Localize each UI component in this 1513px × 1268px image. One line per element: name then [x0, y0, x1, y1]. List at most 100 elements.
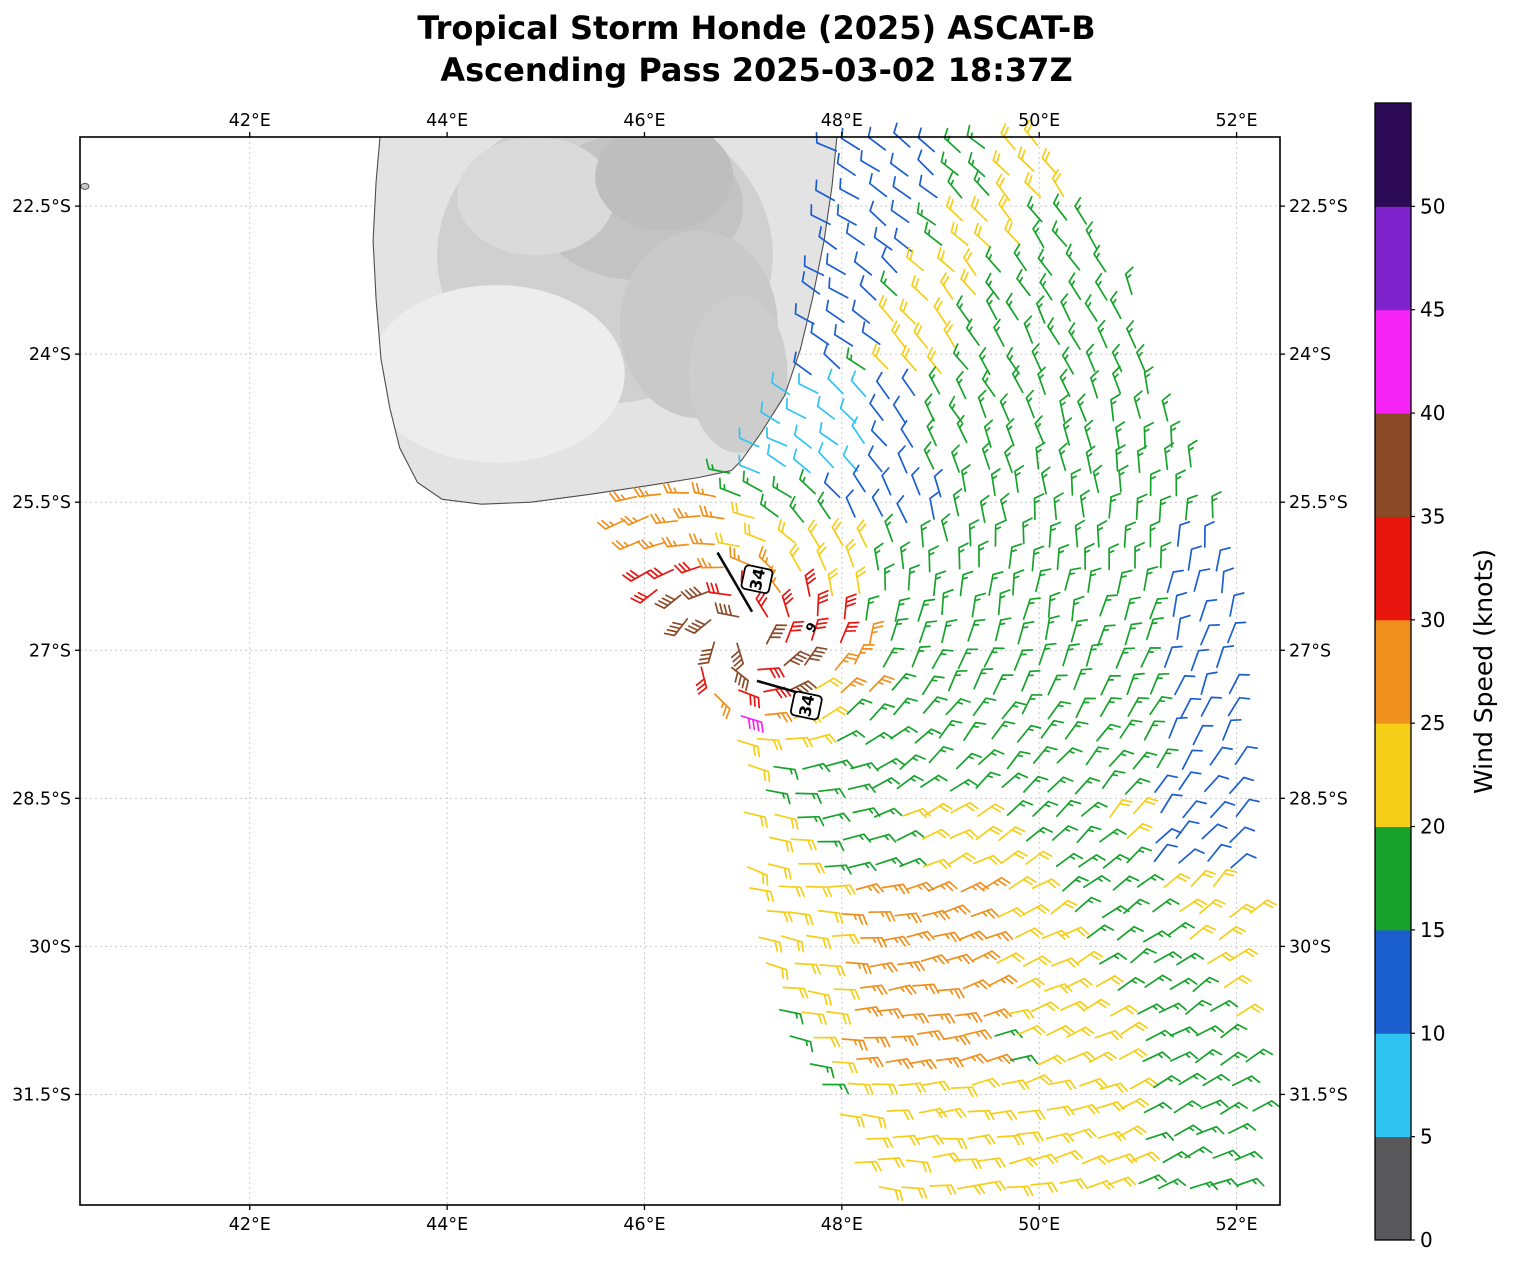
wind-barb [1228, 673, 1250, 695]
wind-barb [1021, 904, 1050, 916]
wind-barb [805, 885, 833, 898]
wind-barb [916, 1029, 945, 1041]
wind-barb [914, 728, 942, 744]
wind-barb [850, 370, 867, 398]
wind-barb [630, 589, 658, 604]
wind-barb [1203, 774, 1230, 793]
wind-barb [1051, 169, 1065, 198]
wind-barb [792, 448, 811, 474]
wind-radius-leader-line [716, 551, 754, 613]
wind-barb [1051, 957, 1080, 968]
wind-barb [924, 802, 953, 816]
wind-barb [968, 519, 980, 547]
wind-barb [970, 908, 1000, 919]
x-tick-label-bottom: 52°E [1216, 1215, 1258, 1235]
wind-barb [1030, 1001, 1060, 1013]
wind-barb [1099, 1082, 1128, 1093]
wind-barb [917, 127, 936, 153]
wind-barb [760, 493, 779, 518]
wind-barb [1073, 668, 1093, 691]
wind-barb [706, 582, 732, 597]
wind-barb [746, 866, 769, 886]
wind-barb [780, 935, 805, 953]
wind-barb [950, 1086, 978, 1098]
wind-barb [881, 935, 911, 947]
wind-barb [785, 397, 807, 419]
wind-barb [1068, 272, 1082, 301]
wind-barb [1005, 292, 1019, 321]
wind-barb [1014, 927, 1044, 939]
wind-barb [967, 618, 986, 642]
wind-barb [921, 828, 951, 840]
wind-barb [908, 1058, 937, 1070]
wind-barb [1037, 248, 1053, 276]
wind-barb [1006, 750, 1031, 770]
wind-barb [931, 649, 954, 670]
wind-barb [740, 715, 764, 733]
wind-barb [1111, 343, 1123, 373]
wind-barb [1189, 1181, 1219, 1191]
wind-barb [1169, 1026, 1199, 1037]
wind-barb [990, 468, 1001, 497]
x-tick-label-bottom: 46°E [623, 1215, 665, 1235]
wind-barb [767, 863, 792, 880]
wind-barb [983, 647, 1005, 668]
wind-barb [928, 745, 954, 764]
wind-barb [823, 472, 841, 499]
wind-barb [1172, 591, 1188, 618]
wind-barb [1006, 800, 1034, 816]
wind-barb [1030, 1153, 1059, 1165]
wind-barb [778, 885, 806, 898]
wind-barb [1175, 820, 1200, 839]
wind-barb [1067, 1051, 1096, 1062]
wind-barb [1174, 1124, 1203, 1137]
wind-barb [927, 1013, 956, 1024]
wind-barb [1229, 776, 1255, 795]
wind-barb [662, 482, 690, 494]
wind-barb [856, 1056, 884, 1068]
colorbar-tick-label: 25 [1420, 711, 1445, 735]
wind-radius-leader-line [756, 679, 799, 694]
wind-barb [848, 861, 877, 872]
wind-barb [1092, 464, 1103, 494]
wind-barb [788, 680, 817, 695]
wind-barb [947, 171, 963, 199]
wind-barb [1174, 675, 1196, 696]
wind-barb [950, 801, 979, 814]
wind-barb [929, 1184, 957, 1195]
wind-barb [861, 1113, 887, 1129]
terrain-shading [373, 137, 788, 463]
wind-barb [1144, 974, 1172, 988]
wind-barb [1079, 489, 1090, 518]
wind-barb [943, 127, 961, 154]
wind-barb [1231, 1075, 1261, 1087]
wind-barb [756, 737, 783, 751]
wind-barb [884, 513, 894, 543]
wind-barb [765, 624, 788, 645]
wind-barb [1185, 999, 1212, 1015]
wind-barb [935, 1056, 964, 1068]
wind-barb [972, 697, 997, 717]
wind-barb [1096, 520, 1108, 548]
wind-barb [645, 567, 675, 580]
wind-barb [1041, 148, 1058, 175]
wind-barb [1221, 567, 1235, 594]
wind-barb [1209, 800, 1236, 819]
wind-barb [1047, 317, 1061, 345]
wind-barb [871, 343, 889, 370]
wind-barb [1135, 493, 1148, 521]
wind-barb [1168, 716, 1188, 739]
wind-barb [1056, 747, 1083, 764]
wind-barb [1022, 517, 1033, 545]
wind-barb [1153, 843, 1178, 863]
wind-barb [889, 152, 909, 177]
wind-barb [1110, 393, 1121, 422]
wind-barb [894, 912, 923, 924]
x-tick-label-bottom: 50°E [1018, 1215, 1060, 1235]
wind-barb [825, 299, 845, 324]
wind-barb [890, 725, 918, 740]
wind-barb [1109, 799, 1133, 818]
wind-barb [923, 441, 935, 470]
wind-barb [833, 324, 854, 347]
wind-barb [1158, 495, 1172, 522]
